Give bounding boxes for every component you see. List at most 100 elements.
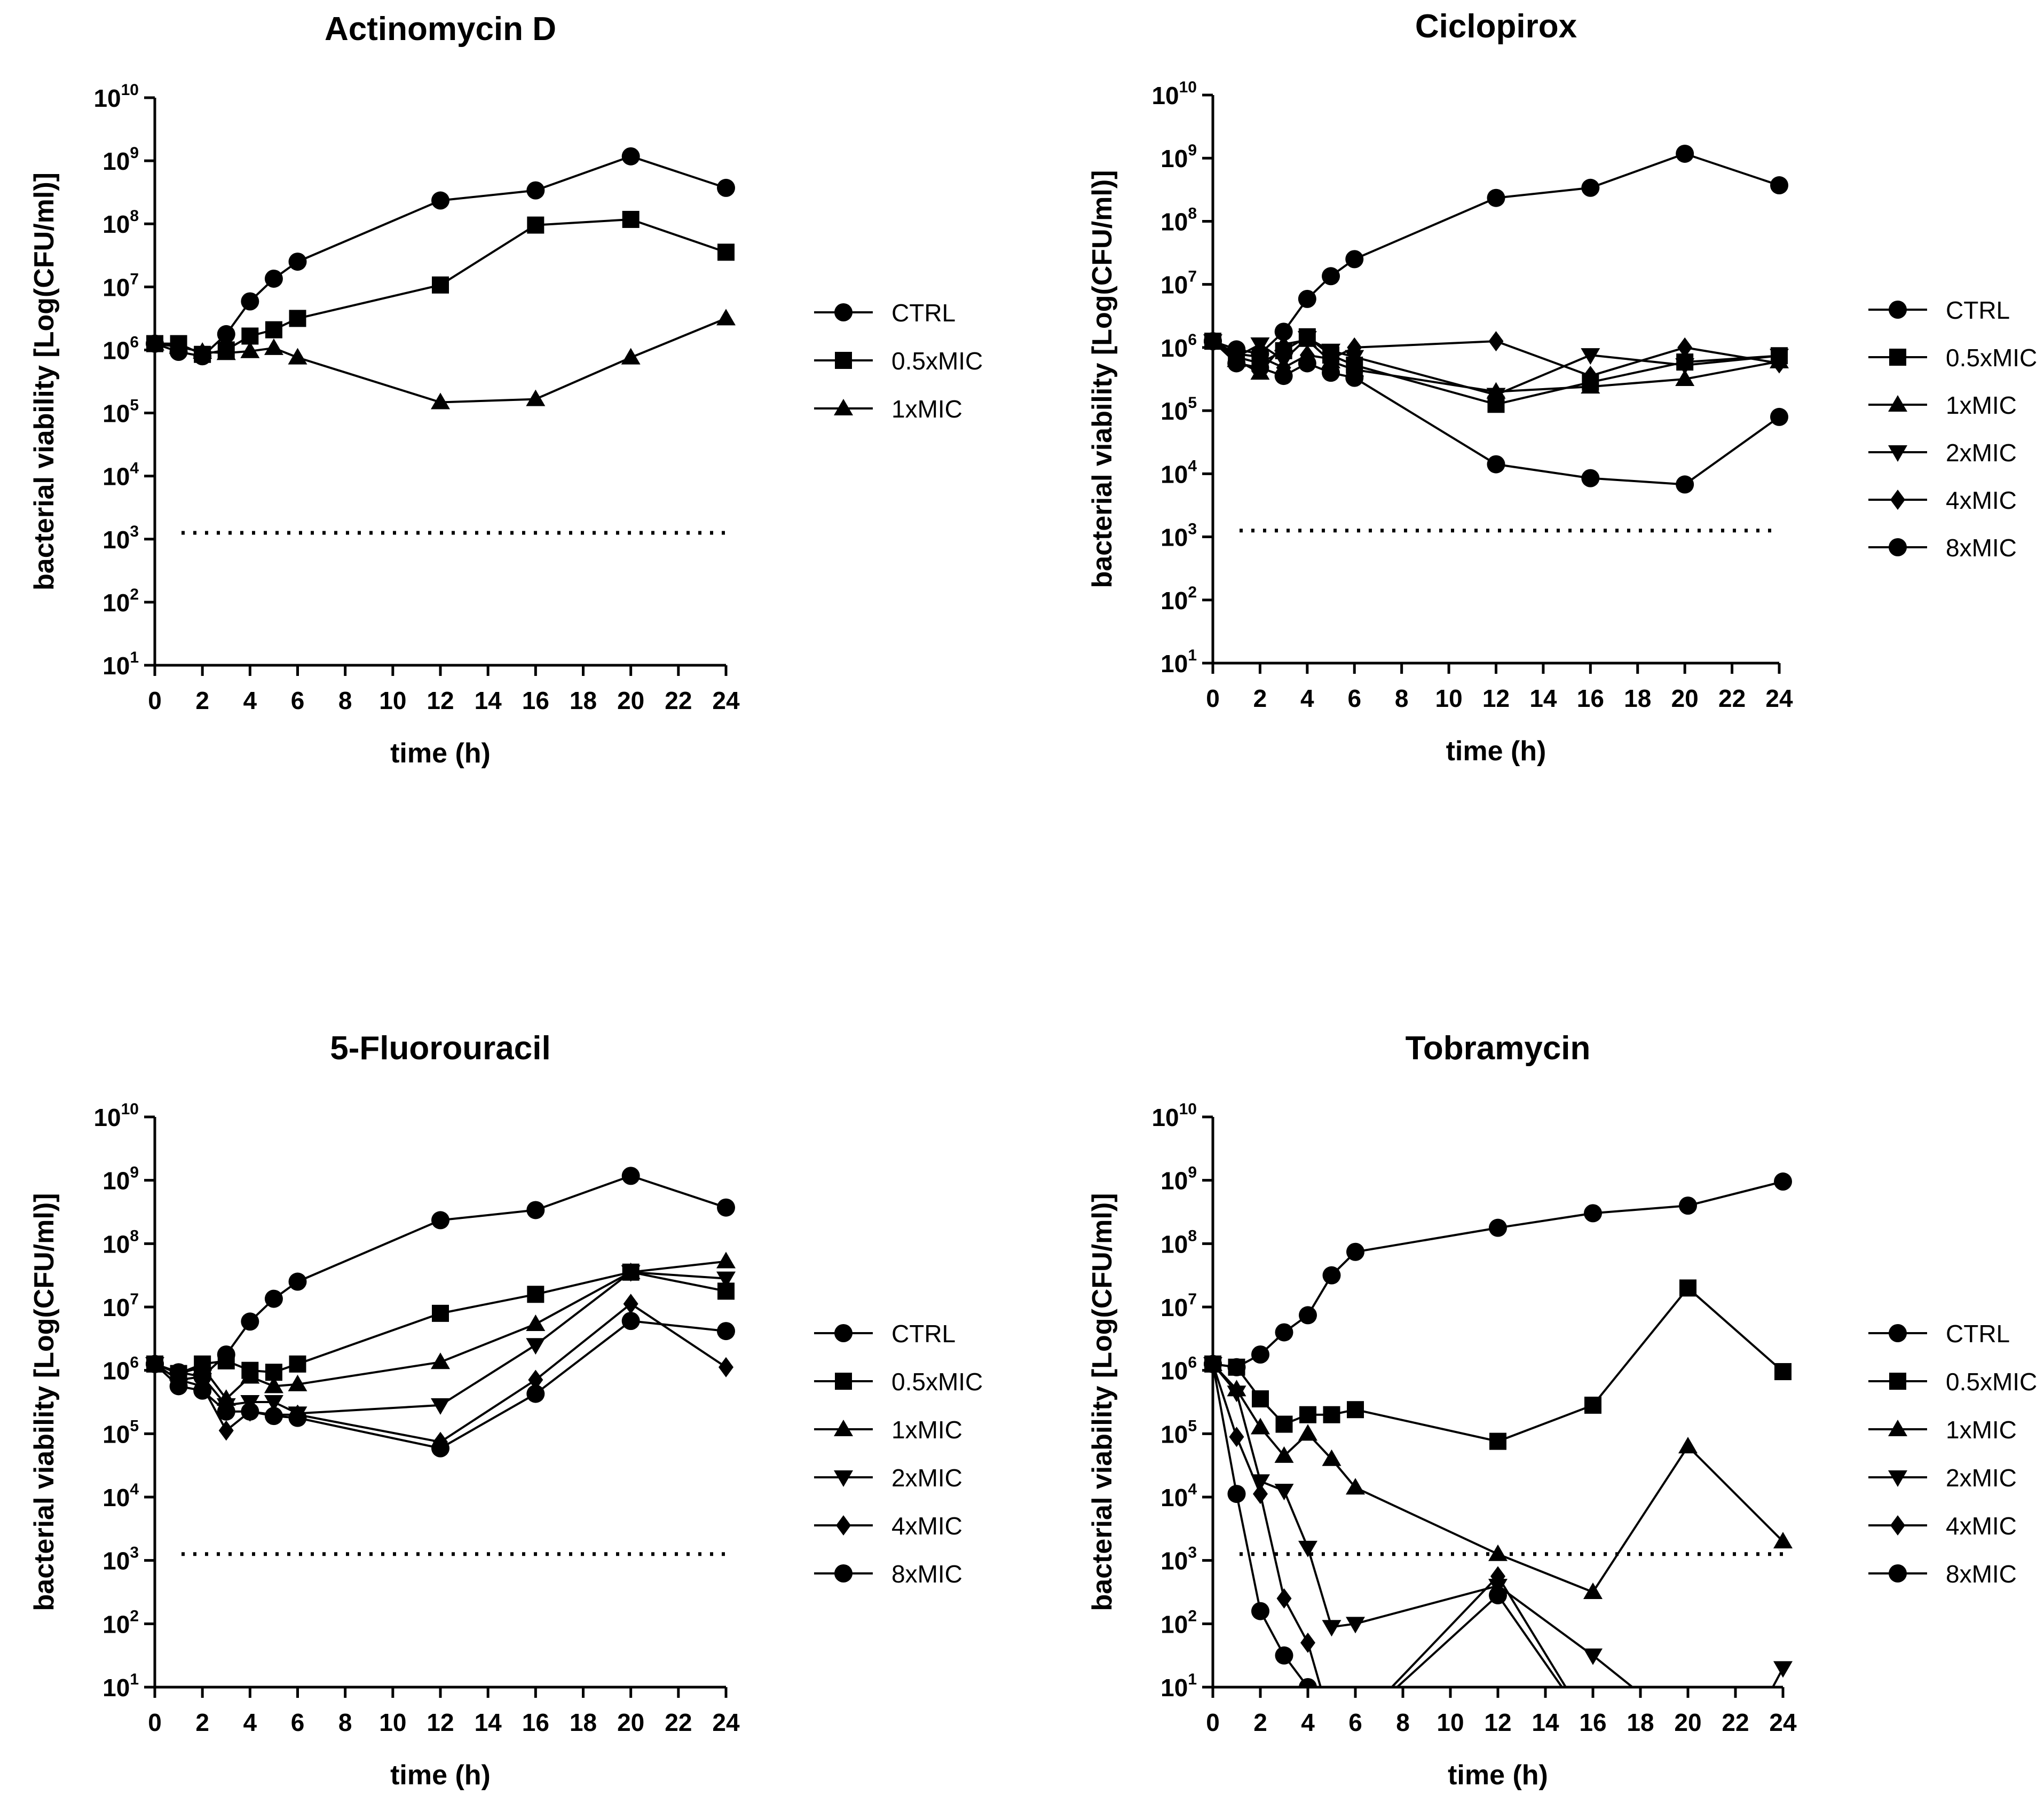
data-point	[1298, 1424, 1317, 1441]
plot-area	[145, 1167, 736, 1458]
legend-item: 8xMIC	[814, 1560, 962, 1588]
y-tick-label: 106	[102, 1354, 139, 1385]
legend-marker	[1890, 1515, 1905, 1536]
data-point	[193, 342, 212, 359]
data-point	[1678, 1437, 1698, 1454]
data-point	[719, 1357, 733, 1377]
legend-label: 0.5xMIC	[891, 1368, 983, 1396]
data-point	[1275, 1323, 1293, 1342]
series-1xMIC	[145, 309, 736, 410]
legend-label: 8xMIC	[1946, 534, 2017, 562]
x-tick-label: 2	[1253, 1708, 1267, 1736]
x-tick-label: 18	[570, 687, 597, 714]
data-point	[240, 341, 260, 358]
x-tick-label: 0	[148, 687, 162, 714]
legend-marker	[835, 352, 852, 369]
data-point	[1675, 369, 1695, 386]
data-point	[431, 392, 450, 410]
legend-item: 1xMIC	[814, 395, 962, 423]
x-tick-label: 12	[1484, 1708, 1511, 1736]
y-tick-label: 109	[1161, 141, 1197, 172]
data-point	[289, 310, 306, 327]
data-point	[431, 1398, 450, 1415]
legend-item: CTRL	[814, 1320, 956, 1348]
legend-item: 8xMIC	[1868, 534, 2017, 562]
legend-marker	[1888, 1420, 1907, 1436]
x-axis-label: time (h)	[390, 738, 491, 769]
data-point	[1346, 1478, 1365, 1495]
data-point	[1297, 331, 1317, 348]
plot-area	[145, 147, 736, 410]
legend-label: 8xMIC	[891, 1560, 962, 1588]
x-tick-label: 20	[617, 687, 644, 714]
x-tick-label: 16	[522, 1708, 549, 1736]
data-point	[288, 348, 307, 365]
data-point	[1347, 337, 1362, 358]
data-point	[1251, 1418, 1270, 1435]
data-point	[1347, 1401, 1364, 1419]
data-point	[1487, 455, 1505, 474]
legend-marker	[1889, 538, 1907, 556]
data-point	[1773, 1532, 1793, 1549]
data-point	[526, 389, 546, 406]
data-point	[241, 1402, 259, 1421]
legend-marker	[1889, 1373, 1906, 1390]
data-point	[1251, 1474, 1270, 1491]
legend-label: 2xMIC	[891, 1464, 962, 1492]
legend-marker	[1888, 395, 1907, 412]
data-point	[1227, 1385, 1246, 1403]
legend-item: 2xMIC	[1868, 439, 2017, 467]
legend-label: 1xMIC	[891, 395, 962, 423]
data-point	[1486, 388, 1506, 405]
data-point	[1322, 364, 1340, 382]
x-tick-label: 8	[1395, 684, 1409, 712]
data-point	[1299, 1678, 1317, 1687]
data-point	[526, 1201, 545, 1219]
legend-item: 8xMIC	[1868, 1560, 2017, 1588]
data-point	[1676, 475, 1694, 494]
x-tick-label: 24	[712, 1708, 740, 1736]
data-point	[1298, 1540, 1317, 1557]
data-point	[622, 210, 640, 228]
data-point	[1489, 1432, 1506, 1450]
x-tick-label: 12	[427, 1708, 454, 1736]
x-tick-label: 4	[1300, 684, 1314, 712]
data-point	[623, 1294, 638, 1314]
legend-item: 4xMIC	[814, 1512, 962, 1540]
data-point	[193, 1381, 212, 1400]
data-point	[1229, 1427, 1244, 1447]
data-point	[1770, 407, 1788, 426]
legend-label: 1xMIC	[1946, 391, 2017, 419]
data-point	[1299, 1406, 1316, 1423]
data-point	[264, 269, 283, 288]
data-point	[1275, 1646, 1293, 1665]
legend-item: CTRL	[1868, 1320, 2010, 1348]
series-CTRL	[1204, 144, 1788, 363]
data-point	[1581, 178, 1600, 197]
legend-item: 1xMIC	[814, 1416, 962, 1444]
legend-label: CTRL	[891, 1320, 956, 1348]
data-point	[265, 321, 282, 338]
data-point	[1251, 358, 1269, 377]
data-point	[1345, 250, 1364, 269]
data-point	[431, 191, 449, 210]
plot-area	[1203, 144, 1789, 494]
x-tick-label: 18	[1624, 684, 1651, 712]
x-tick-label: 4	[243, 1708, 257, 1736]
x-tick-label: 0	[1206, 684, 1220, 712]
data-point	[716, 1271, 736, 1288]
x-tick-label: 6	[1348, 1708, 1362, 1736]
data-point	[289, 1355, 306, 1373]
data-point	[1772, 353, 1787, 374]
chart-panel-3: 5-Fluorouracil10110210310410510610710810…	[29, 1030, 740, 1791]
series-8xMIC	[1204, 1355, 1564, 1687]
data-point	[1584, 1204, 1602, 1223]
series-line	[1212, 1364, 1564, 1687]
x-tick-label: 16	[522, 687, 549, 714]
x-tick-label: 20	[617, 1708, 644, 1736]
data-point	[1581, 469, 1600, 487]
data-point	[1322, 267, 1340, 286]
chart-title: Ciclopirox	[1415, 8, 1577, 45]
data-point	[264, 1395, 283, 1412]
data-point	[288, 1408, 307, 1427]
